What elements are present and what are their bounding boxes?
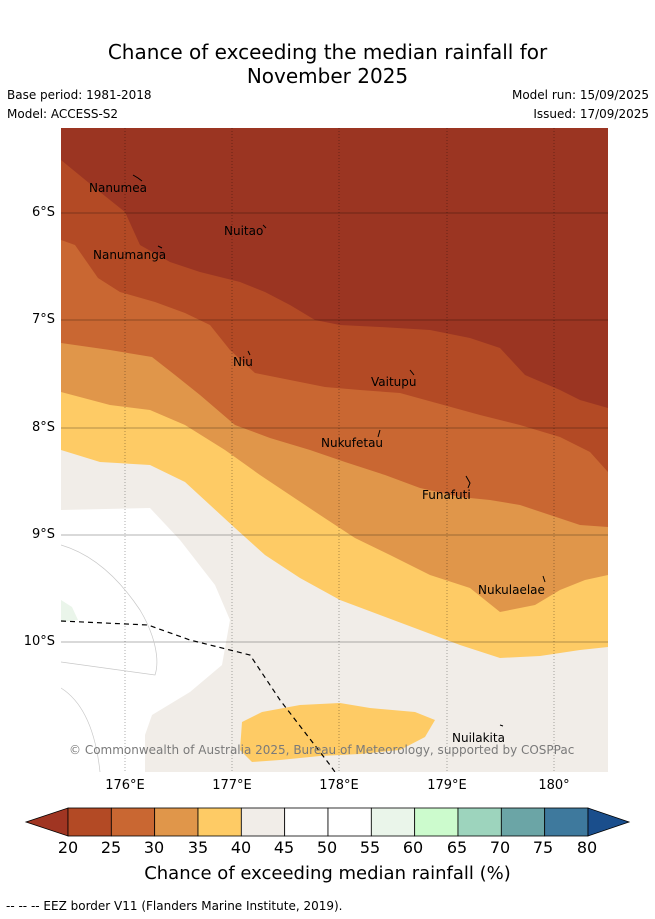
colorbar-ticks: 20 25 30 35 40 45 50 55 60 65 70 75 80 [0, 838, 655, 860]
colorbar-cell [197, 807, 242, 837]
map-title: Chance of exceeding the median rainfall … [0, 40, 655, 88]
lon-tick: 176°E [105, 778, 145, 793]
colorbar-cell [544, 807, 589, 837]
eez-note: -- -- -- EEZ border V11 (Flanders Marine… [6, 899, 343, 913]
colorbar-tick: 65 [446, 838, 468, 857]
colorbar-cell [284, 807, 329, 837]
lon-tick: 178°E [319, 778, 359, 793]
place-label: Niu [233, 355, 253, 369]
colorbar-tick: 30 [143, 838, 165, 857]
band-55-60 [61, 600, 78, 622]
colorbar-tick: 50 [316, 838, 338, 857]
model-name: Model: ACCESS-S2 [7, 107, 119, 121]
place-label: Funafuti [422, 488, 471, 502]
title-line-2: November 2025 [246, 64, 409, 88]
rainfall-map: Nanumea Nuitao Nanumanga Niu Vaitupu Nuk… [61, 128, 608, 772]
lon-tick: 180° [538, 778, 570, 793]
colorbar-tick: 70 [489, 838, 511, 857]
colorbar [24, 807, 631, 837]
map-area: Nanumea Nuitao Nanumanga Niu Vaitupu Nuk… [61, 128, 608, 772]
eez-border [61, 620, 336, 772]
band-below-20 [61, 128, 608, 408]
colorbar-cell [414, 807, 459, 837]
place-label: Nanumea [89, 181, 147, 195]
title-line-1: Chance of exceeding the median rainfall … [107, 40, 548, 64]
base-period: Base period: 1981-2018 [7, 88, 152, 102]
contour-lines [61, 544, 158, 772]
colorbar-cell [370, 807, 416, 837]
colorbar-arrow-high [587, 807, 631, 837]
place-label: Vaitupu [371, 375, 417, 389]
graticule [61, 128, 608, 772]
band-35-40-island [240, 703, 435, 762]
colorbar-arrow-low [24, 807, 69, 837]
lon-tick: 177°E [212, 778, 252, 793]
colorbar-cell [110, 807, 156, 837]
lat-tick: 8°S [31, 420, 55, 435]
colorbar-cell [500, 807, 546, 837]
lat-tick: 6°S [31, 205, 55, 220]
copyright-notice: © Commonwealth of Australia 2025, Bureau… [69, 743, 574, 757]
colorbar-cell [240, 807, 286, 837]
colorbar-tick: 55 [359, 838, 381, 857]
colorbar-tick: 80 [576, 838, 598, 857]
island-outlines [132, 174, 546, 727]
colorbar-tick: 20 [57, 838, 79, 857]
colorbar-cell [67, 807, 112, 837]
band-45-55-white [61, 508, 230, 772]
place-label: Nukulaelae [478, 583, 545, 597]
colorbar-label: Chance of exceeding median rainfall (%) [144, 863, 511, 884]
place-label: Nuitao [224, 224, 263, 238]
colorbar-cell [154, 807, 199, 837]
colorbar-tick: 60 [402, 838, 424, 857]
place-label: Nuilakita [452, 731, 505, 745]
colorbar-tick: 40 [230, 838, 252, 857]
colorbar-cells [24, 807, 631, 837]
place-label: Nukufetau [321, 436, 383, 450]
lat-tick: 10°S [23, 634, 55, 649]
place-label: Nanumanga [93, 248, 166, 262]
lon-tick: 179°E [427, 778, 467, 793]
lat-tick: 7°S [31, 312, 55, 327]
lat-tick: 9°S [31, 527, 55, 542]
colorbar-cell [457, 807, 502, 837]
issued-date: Issued: 17/09/2025 [533, 107, 649, 121]
colorbar-cell [327, 807, 372, 837]
colorbar-tick: 35 [187, 838, 209, 857]
colorbar-tick: 25 [100, 838, 122, 857]
colorbar-tick: 45 [273, 838, 295, 857]
colorbar-tick: 75 [532, 838, 554, 857]
model-run: Model run: 15/09/2025 [511, 88, 649, 102]
